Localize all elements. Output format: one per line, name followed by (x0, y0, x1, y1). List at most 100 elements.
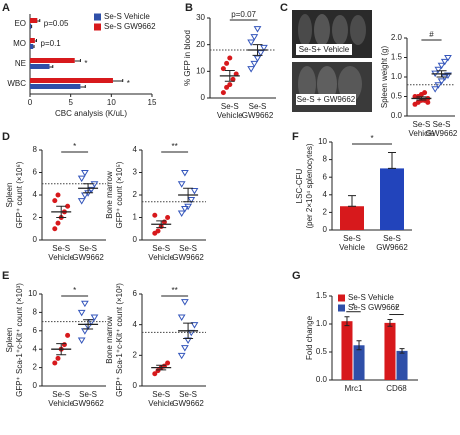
error-bar (156, 364, 167, 371)
annotation: # (429, 30, 434, 39)
bar (341, 321, 353, 380)
x-tick-label: Se-S (383, 234, 401, 243)
y-tick-label: 2 (323, 208, 328, 217)
error-bar (56, 205, 67, 218)
spleen (338, 66, 362, 102)
photo-panel: Se-S+ Vehicle Se-S + GW9662 C (280, 2, 372, 112)
error-bar (436, 70, 447, 78)
x-axis-label: CBC analysis (K/uL) (55, 109, 127, 118)
y-tick-label: 20 (196, 40, 205, 49)
y-tick-label: 2 (133, 350, 138, 359)
x-tick-label: 15 (148, 98, 157, 107)
y-axis-label: Spleen (5, 183, 14, 208)
label-box (296, 94, 356, 105)
y-axis-label: Fold change (305, 315, 314, 360)
y-tick-label: 0 (33, 235, 38, 244)
spleen (317, 66, 337, 102)
y-tick-label: WBC (7, 79, 26, 88)
y-tick-label: 2 (133, 190, 138, 199)
point (177, 181, 186, 188)
error-bar (387, 319, 393, 327)
annotation: p=0.05 (44, 19, 69, 28)
x-tick-label: GW9662 (426, 129, 458, 138)
panel-label: A (2, 2, 10, 14)
x-tick-label: Vehicle (148, 399, 174, 408)
y-tick-label: 2 (33, 213, 38, 222)
point (65, 203, 71, 209)
annotation: * (352, 302, 355, 311)
y-tick-label: 10 (196, 66, 205, 75)
bar (380, 168, 404, 230)
error-bar (80, 85, 86, 88)
legend-label: Se-S Vehicle (104, 12, 150, 21)
point (52, 226, 58, 232)
point (444, 72, 452, 80)
bar (30, 64, 50, 69)
point (247, 39, 256, 46)
y-tick-label: 4 (33, 344, 38, 353)
y-axis-label: GFP⁺ count (×10⁶) (15, 161, 24, 228)
label-box (296, 44, 352, 55)
y-tick-label: 8 (33, 145, 38, 154)
point (434, 82, 443, 89)
x-tick-label: GW9662 (72, 253, 104, 262)
panel-label: G (292, 270, 301, 282)
error-bar (83, 183, 94, 194)
y-tick-label: 0.5 (391, 92, 403, 101)
error-bar (183, 322, 194, 339)
error-bar (34, 39, 38, 42)
point (260, 44, 268, 52)
point (90, 314, 99, 321)
point (177, 352, 186, 360)
x-tick-label: Se-S (221, 102, 239, 111)
x-tick-label: Se-S (249, 102, 267, 111)
y-tick-label: 1.0 (316, 319, 328, 328)
x-tick-label: GW9662 (172, 399, 204, 408)
x-tick-label: Se-S (79, 390, 97, 399)
error-bar (344, 316, 350, 327)
point (437, 62, 446, 70)
legend-swatch (94, 13, 101, 21)
panel-label: E (2, 270, 9, 282)
y-tick-label: 30 (196, 13, 205, 22)
point (444, 55, 452, 62)
point (61, 342, 67, 348)
point (65, 332, 71, 338)
point (165, 360, 171, 366)
photo-label: Se-S+ Vehicle (299, 45, 350, 54)
bar (353, 345, 365, 380)
y-tick-label: 6 (33, 326, 38, 335)
error-bar (224, 70, 235, 82)
point (55, 220, 61, 226)
y-tick-label: 6 (33, 168, 38, 177)
panel-label: D (2, 131, 10, 143)
x-tick-label: GW9662 (242, 111, 274, 120)
point (253, 26, 262, 33)
x-tick-label: 0 (28, 98, 33, 107)
y-axis-label: Bone marrow (105, 316, 114, 364)
point (77, 198, 86, 205)
point (152, 212, 158, 218)
error-bar (183, 187, 194, 203)
y-tick-label: MO (13, 39, 26, 48)
point (224, 60, 230, 66)
y-tick-label: 4 (33, 190, 38, 199)
point (87, 186, 96, 194)
point (184, 203, 192, 211)
x-tick-label: 10 (107, 98, 116, 107)
point (431, 86, 440, 93)
point (422, 90, 428, 96)
point (190, 322, 199, 329)
x-tick-label: Vehicle (217, 111, 243, 120)
point (77, 309, 86, 317)
y-tick-label: 4 (133, 320, 138, 329)
x-tick-label: Se-S (433, 120, 451, 129)
legend-label: Se-S GW9662 (348, 303, 400, 312)
point (425, 99, 431, 105)
y-tick-label: 0.0 (391, 111, 403, 120)
annotation: ** (172, 142, 178, 151)
error-bar (356, 340, 362, 351)
panel-label: F (292, 131, 299, 143)
annotation: * (73, 286, 76, 295)
point (434, 66, 443, 74)
